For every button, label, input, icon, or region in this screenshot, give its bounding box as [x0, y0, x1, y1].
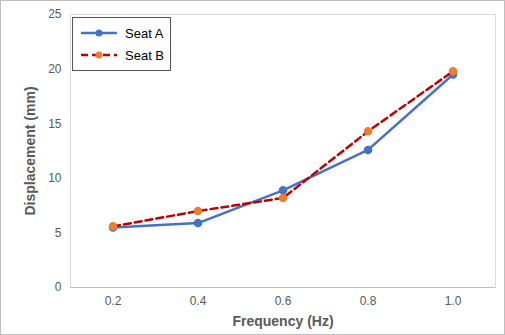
svg-text:25: 25: [48, 7, 62, 21]
svg-text:20: 20: [48, 62, 62, 76]
svg-text:10: 10: [48, 171, 62, 185]
svg-text:0.8: 0.8: [360, 294, 377, 308]
svg-text:0: 0: [55, 280, 62, 294]
html-text:Seat A: Seat A: [125, 25, 164, 41]
svg-text:Frequency (Hz): Frequency (Hz): [232, 313, 333, 329]
svg-text:0.2: 0.2: [105, 294, 122, 308]
svg-text:15: 15: [48, 117, 62, 131]
svg-text:0.6: 0.6: [275, 294, 292, 308]
svg-text:0.4: 0.4: [190, 294, 207, 308]
svg-text:1.0: 1.0: [445, 294, 462, 308]
svg-text:Displacement (mm): Displacement (mm): [22, 86, 38, 215]
html-text:Seat B: Seat B: [125, 47, 164, 63]
svg-text:5: 5: [55, 226, 62, 240]
